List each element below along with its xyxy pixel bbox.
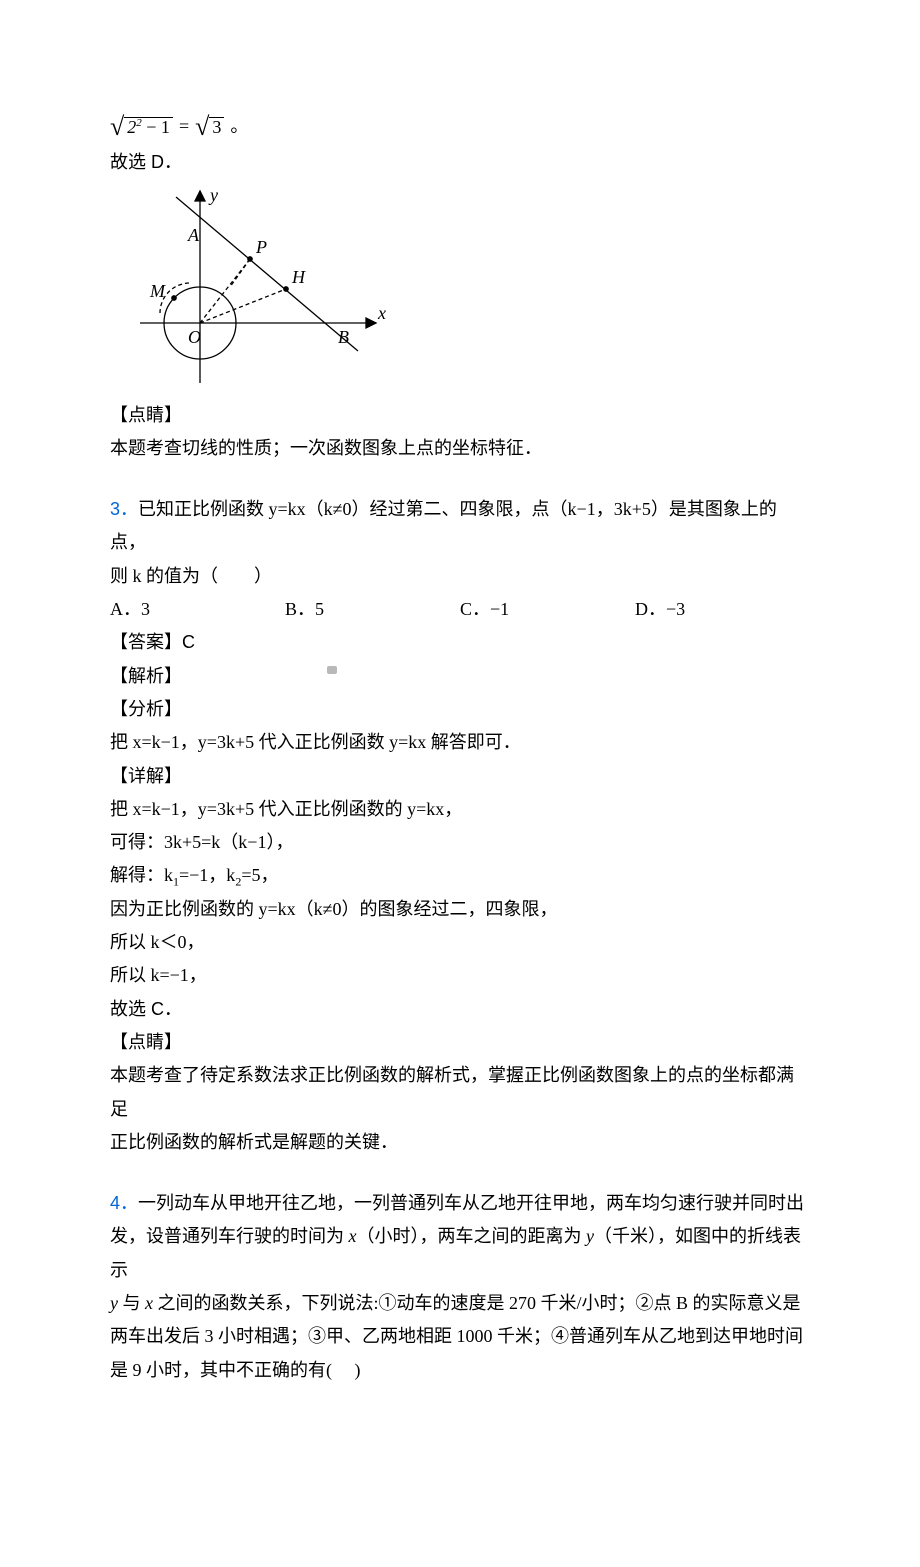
top-line2: 故选 D． xyxy=(110,146,810,179)
q3-stem-line2: 则 k 的值为（ ） xyxy=(110,560,810,593)
q3-dj1: 本题考查了待定系数法求正比例函数的解析式，掌握正比例函数图象上的点的坐标都满足 xyxy=(110,1059,810,1126)
q3-choice-B: B．5 xyxy=(285,593,460,626)
label-O: O xyxy=(188,327,201,347)
axis-y-label: y xyxy=(208,185,218,205)
q3-l6: 所以 k=−1， xyxy=(110,959,810,992)
q4-line4: 两车出发后 3 小时相遇；③甲、乙两地相距 1000 千米；④普通列车从乙地到达… xyxy=(110,1320,810,1353)
q4-line5: 是 9 小时，其中不正确的有( ) xyxy=(110,1354,810,1387)
q3-dianjing: 【点睛】 xyxy=(110,1026,810,1059)
label-H: H xyxy=(291,267,306,287)
label-B: B xyxy=(338,327,349,347)
q4-line3: y 与 x 之间的函数关系，下列说法:①动车的速度是 270 千米/小时；②点 … xyxy=(110,1287,810,1320)
radicand-minus1: − 1 xyxy=(142,117,170,137)
q3-number: 3． xyxy=(110,499,138,519)
q3-choice-D: D．−3 xyxy=(635,593,810,626)
q3-fenxi: 【分析】 xyxy=(110,693,810,726)
q3-xiangjie: 【详解】 xyxy=(110,760,810,793)
q3-l4: 因为正比例函数的 y=kx（k≠0）的图象经过二，四象限， xyxy=(110,893,810,926)
radicand-3: 3 xyxy=(212,117,221,137)
q4-number: 4． xyxy=(110,1193,138,1213)
equals-sign: = xyxy=(179,110,189,143)
q3-choice-A: A．3 xyxy=(110,593,285,626)
formula-sqrt: √ 22 − 1 = √ 3 。 xyxy=(110,110,810,144)
geometry-diagram: y x A B P H M O xyxy=(140,183,810,394)
axis-x-label: x xyxy=(377,303,386,323)
stray-mark xyxy=(327,666,337,674)
label-A: A xyxy=(187,225,200,245)
q3-l2: 可得：3k+5=k（k−1）， xyxy=(110,826,810,859)
label-M: M xyxy=(149,281,166,301)
q3-l7: 故选 C． xyxy=(110,993,810,1026)
q4-line2: 发，设普通列车行驶的时间为 x（小时），两车之间的距离为 y（千米），如图中的折… xyxy=(110,1220,810,1287)
q3-choice-C: C．−1 xyxy=(460,593,635,626)
dianjing-text-1: 本题考查切线的性质；一次函数图象上点的坐标特征． xyxy=(110,432,810,465)
q3-jiexi: 【解析】 xyxy=(110,660,810,693)
q3-l1: 把 x=k−1，y=3k+5 代入正比例函数的 y=kx， xyxy=(110,793,810,826)
sqrt-left: √ 22 − 1 xyxy=(110,114,173,140)
q3-l5: 所以 k＜0， xyxy=(110,926,810,959)
q3-stem-line1: 3．已知正比例函数 y=kx（k≠0）经过第二、四象限，点（k−1，3k+5）是… xyxy=(110,493,810,560)
q3-choices: A．3 B．5 C．−1 D．−3 xyxy=(110,593,810,626)
q3-answer-line: 【答案】C xyxy=(110,626,810,659)
q4-line1: 4．一列动车从甲地开往乙地，一列普通列车从乙地开往甲地，两车均匀速行驶并同时出 xyxy=(110,1187,810,1220)
label-P: P xyxy=(255,237,267,257)
dianjing-label-1: 【点睛】 xyxy=(110,399,810,432)
q3-fenxi-text: 把 x=k−1，y=3k+5 代入正比例函数 y=kx 解答即可． xyxy=(110,726,810,759)
q3-l3: 解得：k1=−1，k2=5， xyxy=(110,859,810,892)
radicand-base: 2 xyxy=(127,117,136,137)
q3-dj2: 正比例函数的解析式是解题的关键． xyxy=(110,1126,810,1159)
sqrt-right: √ 3 xyxy=(195,114,224,140)
formula-tail: 。 xyxy=(230,110,248,143)
